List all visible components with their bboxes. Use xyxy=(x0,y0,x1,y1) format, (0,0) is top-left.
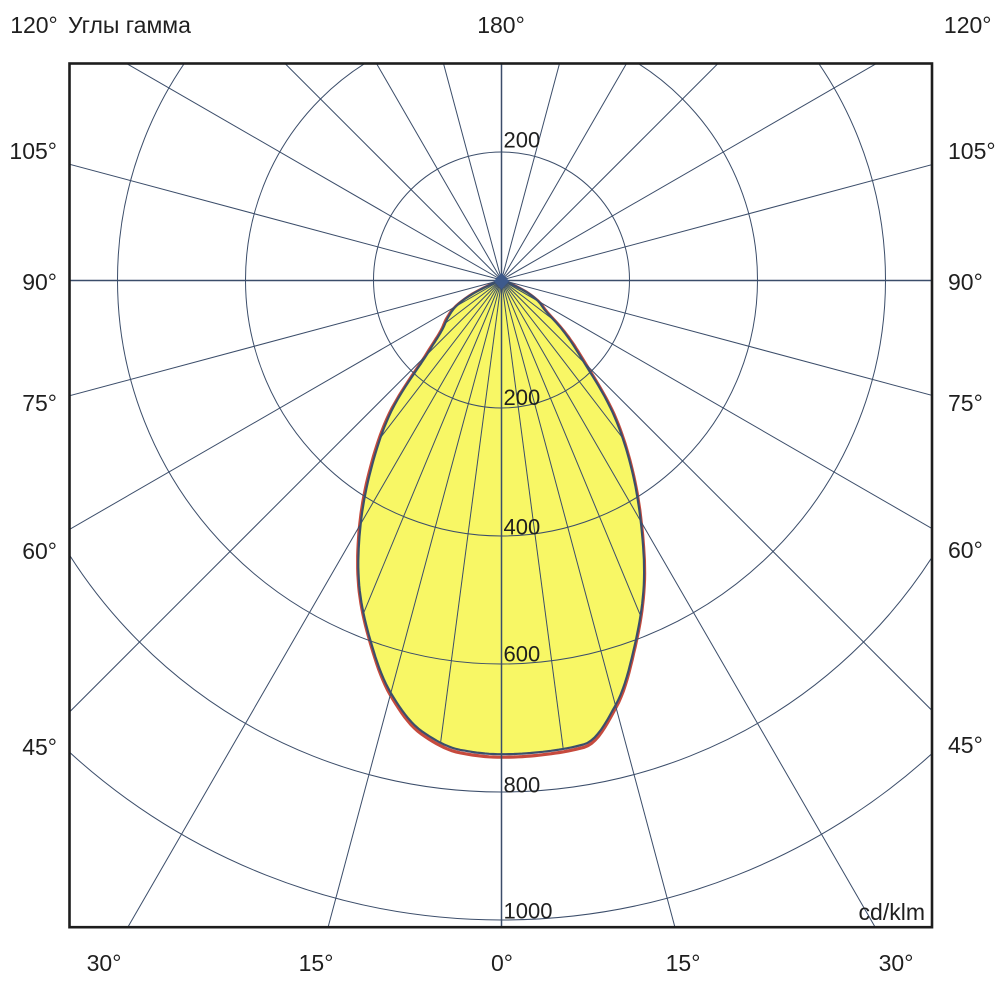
svg-text:200: 200 xyxy=(504,128,541,153)
svg-text:105°: 105° xyxy=(9,138,57,164)
svg-text:90°: 90° xyxy=(948,269,983,295)
svg-text:45°: 45° xyxy=(948,732,983,758)
svg-text:105°: 105° xyxy=(948,138,996,164)
svg-text:60°: 60° xyxy=(22,538,57,564)
svg-text:120°: 120° xyxy=(944,12,992,38)
svg-text:180°: 180° xyxy=(477,12,525,38)
svg-text:30°: 30° xyxy=(879,950,914,976)
svg-text:Углы гамма: Углы гамма xyxy=(68,12,191,38)
svg-text:400: 400 xyxy=(504,515,541,540)
svg-text:90°: 90° xyxy=(22,269,57,295)
svg-text:600: 600 xyxy=(504,642,541,667)
svg-text:75°: 75° xyxy=(948,390,983,416)
svg-text:15°: 15° xyxy=(299,950,334,976)
svg-text:120°: 120° xyxy=(10,12,58,38)
svg-text:60°: 60° xyxy=(948,537,983,563)
svg-text:1000: 1000 xyxy=(504,899,553,924)
svg-text:cd/klm: cd/klm xyxy=(859,899,925,925)
svg-text:30°: 30° xyxy=(87,950,122,976)
svg-text:800: 800 xyxy=(504,773,541,798)
svg-text:45°: 45° xyxy=(22,734,57,760)
svg-text:15°: 15° xyxy=(666,950,701,976)
svg-text:0°: 0° xyxy=(491,950,513,976)
svg-text:75°: 75° xyxy=(22,390,57,416)
svg-text:200: 200 xyxy=(504,385,541,410)
